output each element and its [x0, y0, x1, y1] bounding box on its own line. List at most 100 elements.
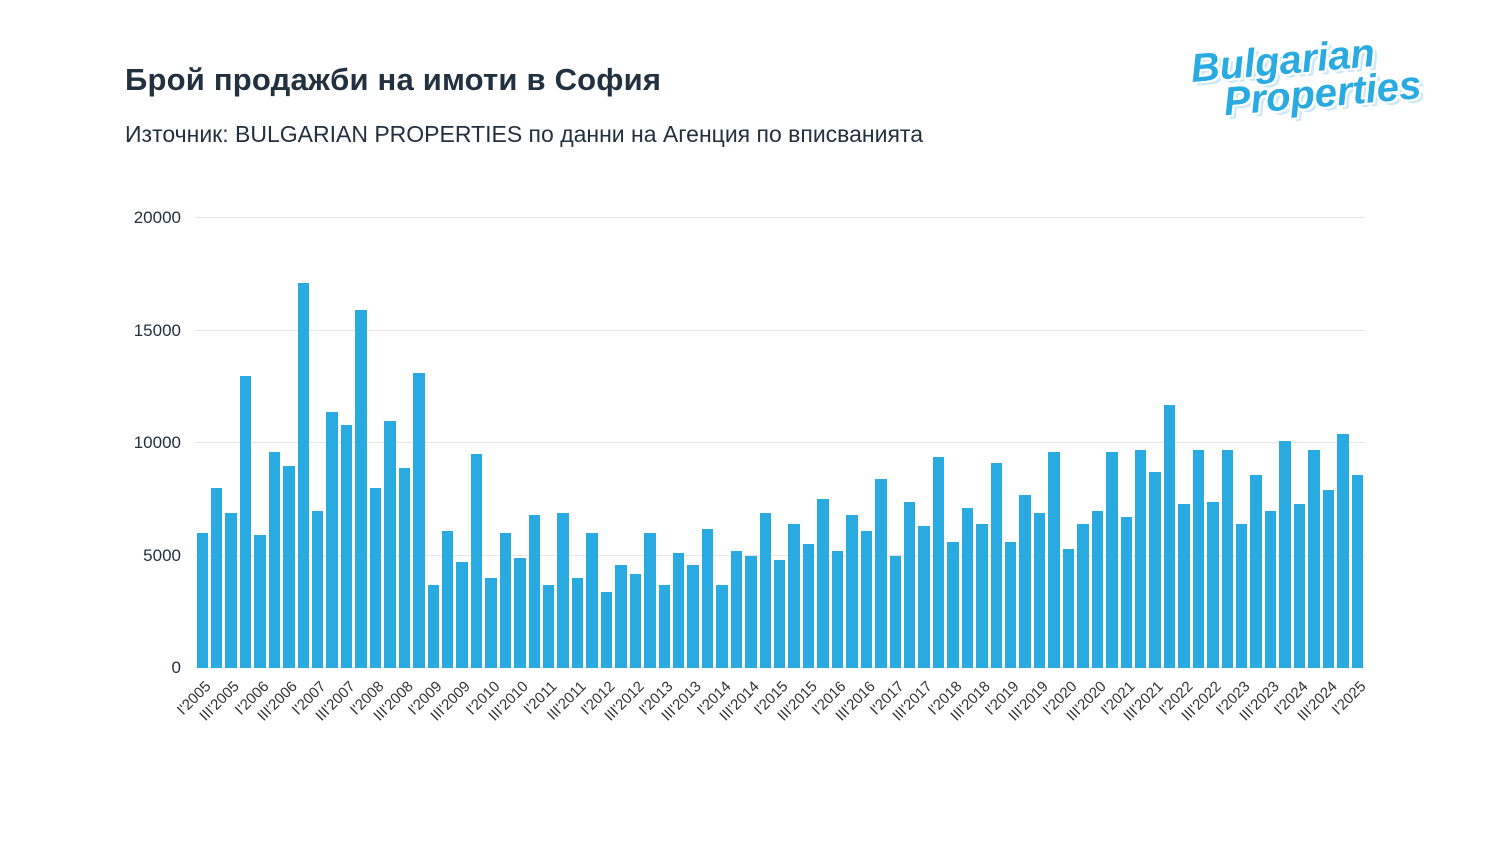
bar-II'2021[interactable]: [1134, 449, 1147, 668]
bar-I'2017[interactable]: [889, 555, 901, 668]
bar-II'2017[interactable]: [903, 501, 916, 668]
bar-III'2013[interactable]: [687, 564, 699, 668]
bar-IV'2009[interactable]: [470, 454, 483, 668]
bar-slot: [917, 218, 931, 668]
bar-II'2006[interactable]: [268, 452, 281, 668]
x-label-slot: III'2010: [485, 668, 531, 778]
bar-II'2013[interactable]: [672, 553, 685, 668]
bar-IV'2015[interactable]: [817, 499, 829, 668]
bar-slot: [931, 218, 945, 668]
bar-III'2010[interactable]: [514, 557, 526, 668]
x-label-slot: [614, 668, 628, 778]
bar-II'2020[interactable]: [1077, 524, 1089, 668]
bar-III'2006[interactable]: [283, 465, 295, 668]
bar-I'2015[interactable]: [774, 560, 786, 668]
bar-II'2024[interactable]: [1308, 449, 1320, 668]
bar-II'2018[interactable]: [961, 508, 974, 668]
bar-I'2023[interactable]: [1236, 524, 1248, 668]
x-label-slot: [440, 668, 454, 778]
bar-I'2007[interactable]: [312, 510, 324, 668]
bar-III'2023[interactable]: [1264, 510, 1277, 668]
bulgarian-properties-logo: Bulgarian Properties: [1189, 30, 1423, 124]
bar-slot: [643, 218, 657, 668]
bar-I'2008[interactable]: [369, 488, 382, 668]
bar-IV'2011[interactable]: [586, 533, 598, 668]
bar-III'2014[interactable]: [745, 555, 757, 668]
bar-I'2009[interactable]: [427, 584, 439, 668]
bar-III'2009[interactable]: [456, 562, 468, 668]
bar-II'2023[interactable]: [1250, 474, 1262, 668]
bar-II'2015[interactable]: [788, 524, 800, 668]
bar-IV'2013[interactable]: [701, 528, 714, 668]
bar-IV'2020[interactable]: [1106, 452, 1118, 668]
bar-I'2011[interactable]: [543, 584, 555, 668]
bar-slot: [412, 218, 426, 668]
bar-slot: [1018, 218, 1032, 668]
bar-IV'2017[interactable]: [932, 456, 945, 668]
bar-II'2012[interactable]: [615, 564, 627, 668]
bar-III'2012[interactable]: [629, 573, 642, 668]
bar-IV'2022[interactable]: [1221, 449, 1233, 668]
bar-IV'2007[interactable]: [355, 310, 367, 668]
bar-I'2022[interactable]: [1178, 503, 1190, 668]
bar-I'2006[interactable]: [254, 535, 266, 668]
bar-II'2010[interactable]: [499, 533, 512, 668]
bar-II'2014[interactable]: [730, 551, 743, 668]
bar-I'2005[interactable]: [196, 533, 208, 668]
bar-II'2016[interactable]: [846, 515, 858, 668]
bar-I'2010[interactable]: [485, 578, 497, 668]
bar-IV'2010[interactable]: [528, 515, 540, 668]
bar-I'2020[interactable]: [1062, 548, 1075, 668]
bar-I'2016[interactable]: [831, 551, 844, 668]
bar-I'2025[interactable]: [1351, 474, 1363, 668]
bar-III'2005[interactable]: [225, 512, 237, 668]
bar-IV'2012[interactable]: [644, 533, 656, 668]
bar-slot: [1119, 218, 1133, 668]
bar-I'2018[interactable]: [947, 542, 959, 668]
bar-IV'2016[interactable]: [875, 479, 887, 668]
bar-IV'2005[interactable]: [239, 375, 252, 668]
bar-IV'2018[interactable]: [990, 463, 1002, 668]
x-label-slot: III'2009: [428, 668, 474, 778]
bar-III'2007[interactable]: [340, 425, 353, 668]
bar-IV'2006[interactable]: [297, 283, 309, 668]
x-label-slot: [527, 668, 541, 778]
bar-III'2011[interactable]: [571, 578, 584, 668]
bar-II'2019[interactable]: [1019, 494, 1031, 668]
bar-slot: [455, 218, 469, 668]
bar-III'2015[interactable]: [802, 544, 815, 668]
bar-slot: [773, 218, 787, 668]
bar-slot: [513, 218, 527, 668]
bar-II'2009[interactable]: [441, 530, 454, 668]
bar-IV'2019[interactable]: [1048, 452, 1060, 668]
x-label-slot: [556, 668, 570, 778]
bar-I'2021[interactable]: [1120, 517, 1132, 668]
bar-III'2020[interactable]: [1091, 510, 1104, 668]
bar-III'2024[interactable]: [1322, 490, 1335, 668]
bar-I'2012[interactable]: [600, 591, 613, 668]
bar-III'2019[interactable]: [1033, 512, 1046, 668]
bar-III'2017[interactable]: [918, 526, 930, 668]
bar-II'2005[interactable]: [210, 488, 223, 668]
bar-I'2014[interactable]: [716, 584, 728, 668]
bar-III'2018[interactable]: [976, 524, 988, 668]
bar-IV'2014[interactable]: [759, 512, 771, 668]
bar-IV'2024[interactable]: [1337, 434, 1349, 668]
bar-IV'2023[interactable]: [1279, 440, 1291, 668]
bar-II'2007[interactable]: [326, 411, 338, 668]
bar-slot: [1249, 218, 1263, 668]
bar-II'2011[interactable]: [557, 512, 569, 668]
bar-III'2016[interactable]: [860, 530, 873, 668]
bar-III'2008[interactable]: [398, 467, 411, 668]
bar-I'2013[interactable]: [658, 584, 670, 668]
bar-III'2021[interactable]: [1149, 472, 1161, 668]
x-label-slot: [931, 668, 945, 778]
bar-II'2022[interactable]: [1192, 449, 1205, 668]
bar-II'2008[interactable]: [384, 420, 396, 668]
x-label-slot: I'2025: [1329, 668, 1370, 778]
bar-I'2019[interactable]: [1005, 542, 1017, 668]
bar-IV'2021[interactable]: [1163, 404, 1176, 668]
bar-I'2024[interactable]: [1293, 503, 1306, 668]
bar-III'2022[interactable]: [1207, 501, 1219, 668]
bar-IV'2008[interactable]: [413, 373, 425, 668]
